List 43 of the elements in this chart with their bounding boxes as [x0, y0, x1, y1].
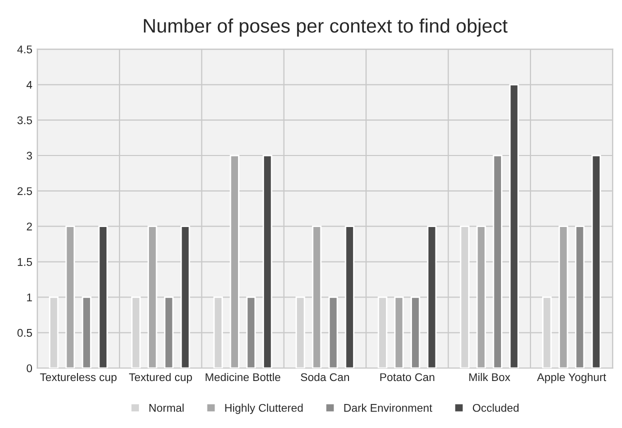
legend-label: Highly Cluttered [225, 404, 303, 414]
bar [246, 296, 256, 368]
x-tick-label: Apple Yoghurt [536, 372, 606, 384]
y-tick-label: 4 [26, 81, 32, 89]
bar [509, 84, 519, 368]
y-tick-label: 0.5 [17, 328, 32, 337]
y-tick-label: 2 [26, 222, 32, 230]
x-tick-label: Textureless cup [40, 372, 117, 384]
bar [328, 296, 338, 368]
bar [591, 154, 602, 368]
x-tick-label: Textured cup [129, 372, 192, 384]
bar [574, 226, 585, 368]
legend-label: Normal [149, 404, 184, 412]
y-tick-label: 1 [27, 294, 32, 302]
y-tick-label: 1.5 [18, 258, 32, 266]
y-tick-label: 0 [26, 364, 32, 372]
legend-label: Dark Environment [344, 404, 432, 412]
x-tick-label: Milk Box [469, 372, 510, 382]
y-tick-label: 3 [26, 152, 32, 160]
x-tick-label: Potato Can [380, 373, 434, 382]
y-tick-label: 4.5 [17, 46, 32, 54]
bar [410, 296, 420, 368]
bar [262, 154, 272, 368]
x-tick-label: Soda Can [300, 372, 349, 382]
x-tick-label: Medicine Bottle [206, 372, 280, 382]
bar [344, 226, 354, 368]
chart-title: Number of poses per context to find object [144, 18, 508, 37]
bar [65, 226, 75, 368]
y-tick-label: 3.5 [17, 116, 32, 124]
bar [82, 296, 92, 368]
legend-label: Occluded [472, 404, 519, 412]
bar [312, 226, 322, 368]
bar [427, 226, 437, 368]
bar [180, 226, 190, 368]
bar [164, 296, 174, 368]
bar [492, 154, 502, 368]
bar [558, 226, 568, 368]
bar [476, 226, 486, 368]
bar [148, 226, 158, 368]
y-tick-label: 2.5 [18, 187, 32, 196]
bar [394, 296, 404, 368]
bar [230, 154, 240, 368]
bar [98, 226, 108, 368]
